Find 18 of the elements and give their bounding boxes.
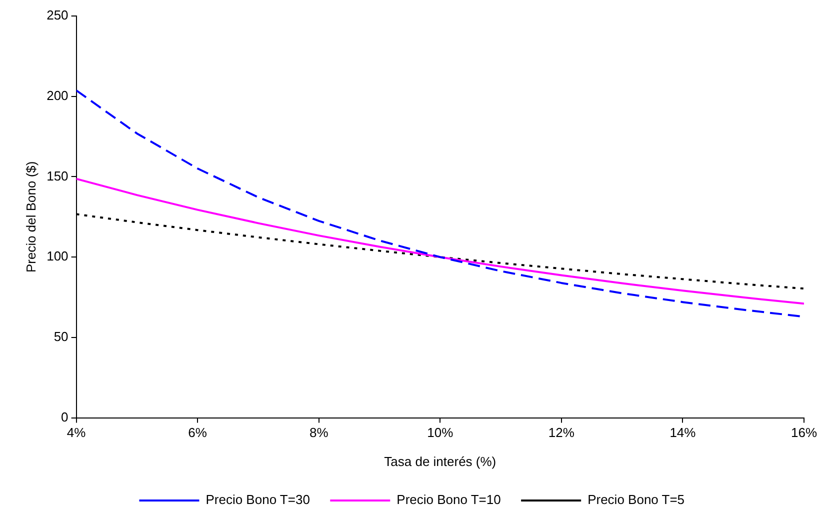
- legend-label: Precio Bono T=30: [206, 492, 310, 508]
- y-tick-label: 250: [46, 8, 68, 23]
- x-tick-label: 16%: [790, 425, 818, 440]
- y-tick-label: 50: [54, 329, 68, 344]
- y-axis-title: Precio del Bono ($): [23, 161, 38, 273]
- legend-label: Precio Bono T=10: [396, 492, 501, 508]
- x-axis-title: Tasa de interés (%): [384, 454, 496, 469]
- x-tick-label: 4%: [66, 425, 86, 440]
- x-tick-label: 12%: [548, 425, 575, 440]
- x-tick-label: 14%: [670, 425, 696, 440]
- y-tick-label: 150: [46, 168, 68, 184]
- x-tick-label: 6%: [188, 425, 208, 440]
- x-tick-label: 10%: [427, 425, 454, 440]
- y-tick-label: 200: [46, 88, 68, 103]
- x-tick-label: 8%: [309, 425, 329, 440]
- y-tick-label: 100: [46, 248, 68, 264]
- y-tick-label: 0: [61, 409, 68, 424]
- legend-label: Precio Bono T=5: [588, 492, 685, 508]
